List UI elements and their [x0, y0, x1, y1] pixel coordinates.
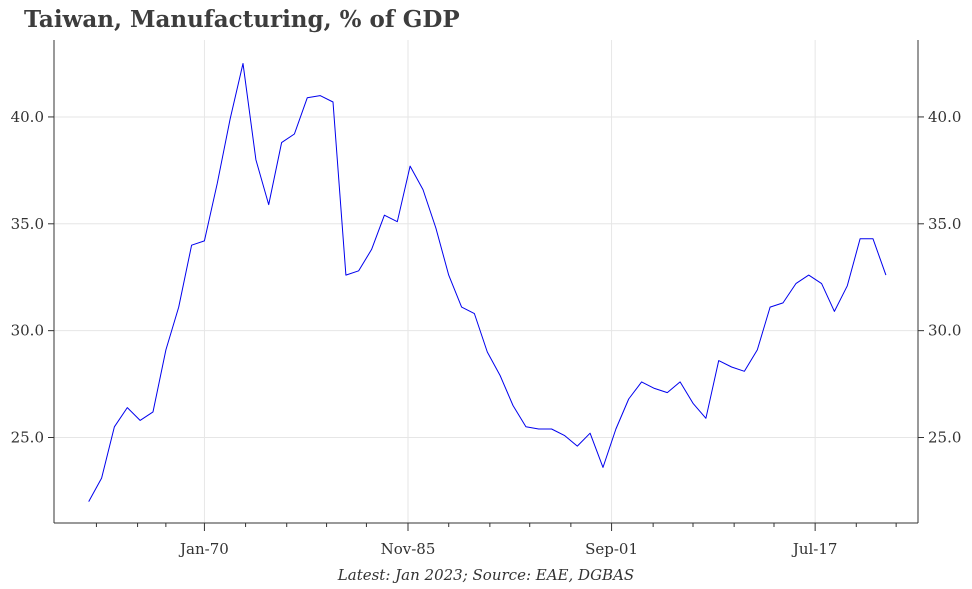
- x-tick-label: Jul-17: [791, 540, 838, 558]
- x-tick-label: Jan-70: [178, 540, 229, 558]
- y-tick-label-right: 25.0: [928, 429, 961, 447]
- y-tick-label-right: 30.0: [928, 322, 961, 340]
- x-tick-label: Nov-85: [381, 540, 436, 558]
- y-tick-label-left: 40.0: [11, 108, 44, 126]
- chart-caption: Latest: Jan 2023; Source: EAE, DGBAS: [337, 566, 635, 584]
- axes: [48, 40, 924, 531]
- y-tick-label-right: 40.0: [928, 108, 961, 126]
- chart-title: Taiwan, Manufacturing, % of GDP: [24, 6, 460, 33]
- tick-labels: 25.0 25.0 30.0 30.0 35.0 35.0 40.0 40.0 Jan-70 No…: [11, 108, 962, 558]
- series-line: [88, 63, 887, 502]
- series-layer: [88, 63, 887, 502]
- y-tick-label-left: 35.0: [11, 215, 44, 233]
- y-tick-label-left: 25.0: [11, 429, 44, 447]
- y-tick-label-left: 30.0: [11, 322, 44, 340]
- x-tick-label: Sep-01: [585, 540, 638, 558]
- y-tick-label-right: 35.0: [928, 215, 961, 233]
